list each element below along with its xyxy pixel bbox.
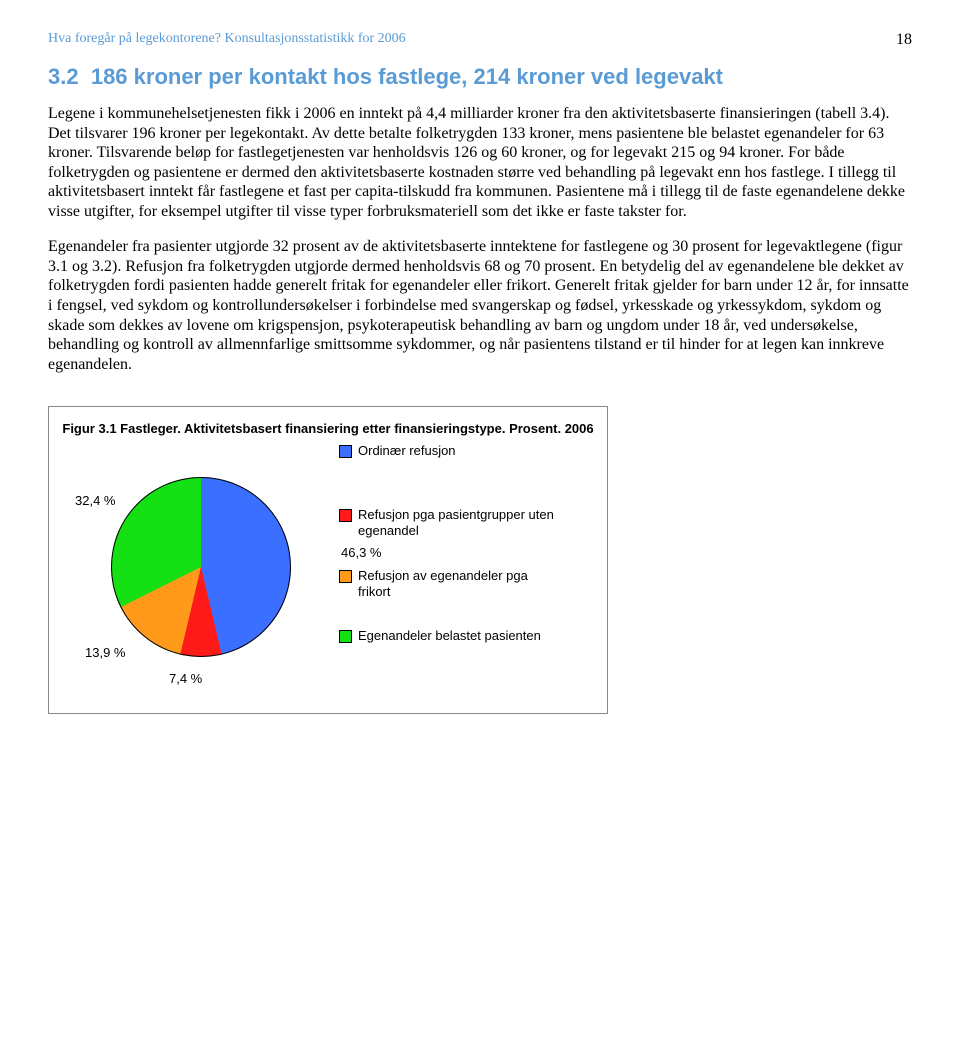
pie-label-3: 32,4 % bbox=[75, 493, 115, 509]
legend-item-3: Egenandeler belastet pasienten bbox=[339, 628, 559, 644]
legend-item-0: Ordinær refusjon bbox=[339, 443, 559, 459]
legend-label-1: Refusjon pga pasientgrupper uten egenand… bbox=[358, 507, 559, 540]
chart-content: 46,3 % 7,4 % 13,9 % 32,4 % Ordinær refus… bbox=[59, 449, 597, 689]
pie-label-2: 13,9 % bbox=[85, 645, 125, 661]
legend-label-2: Refusjon av egenandeler pga frikort bbox=[358, 568, 559, 601]
pie-label-1: 7,4 % bbox=[169, 671, 202, 687]
legend-swatch-2 bbox=[339, 570, 352, 583]
paragraph-1: Legene i kommunehelsetjenesten fikk i 20… bbox=[48, 104, 912, 221]
figure-3-1: Figur 3.1 Fastleger. Aktivitetsbasert fi… bbox=[48, 406, 608, 714]
page-header: Hva foregår på legekontorene? Konsultasj… bbox=[48, 30, 912, 50]
header-title: Hva foregår på legekontorene? Konsultasj… bbox=[48, 30, 406, 50]
legend-item-2: Refusjon av egenandeler pga frikort bbox=[339, 568, 559, 601]
pie-label-0: 46,3 % bbox=[341, 545, 381, 561]
section-heading: 3.2 186 kroner per kontakt hos fastlege,… bbox=[48, 64, 912, 91]
legend-label-0: Ordinær refusjon bbox=[358, 443, 456, 459]
legend-label-3: Egenandeler belastet pasienten bbox=[358, 628, 541, 644]
legend-swatch-0 bbox=[339, 445, 352, 458]
pie-chart bbox=[111, 477, 291, 657]
legend-item-1: Refusjon pga pasientgrupper uten egenand… bbox=[339, 507, 559, 540]
pie-wrap: 46,3 % 7,4 % 13,9 % 32,4 % bbox=[79, 449, 319, 689]
page-number: 18 bbox=[896, 30, 912, 50]
legend-swatch-3 bbox=[339, 630, 352, 643]
chart-title: Figur 3.1 Fastleger. Aktivitetsbasert fi… bbox=[59, 421, 597, 437]
legend-swatch-1 bbox=[339, 509, 352, 522]
section-heading-text: 186 kroner per kontakt hos fastlege, 214… bbox=[91, 64, 723, 89]
section-number: 3.2 bbox=[48, 64, 79, 89]
paragraph-2: Egenandeler fra pasienter utgjorde 32 pr… bbox=[48, 237, 912, 374]
